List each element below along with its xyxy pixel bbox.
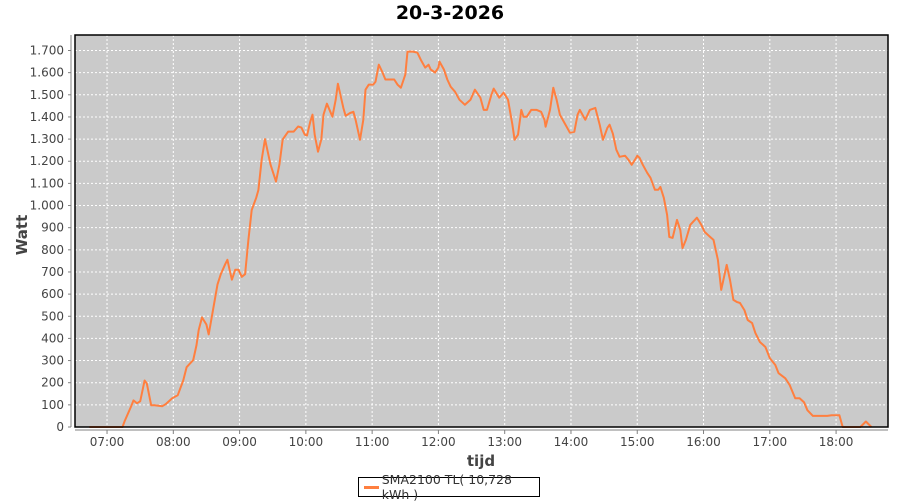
x-tick-label: 13:00 [487, 435, 522, 449]
x-tick-label: 14:00 [554, 435, 589, 449]
chart-title: 20-3-2026 [395, 2, 505, 24]
y-tick-label: 200 [41, 376, 64, 390]
x-tick-label: 17:00 [753, 435, 788, 449]
x-axis: 07:00 08:00 09:00 10:00 11:00 12:00 13:00 14:00… [75, 429, 888, 449]
legend-swatch [364, 485, 379, 489]
legend: SMA2100 TL( 10,728 kWh ) [358, 472, 540, 502]
y-tick-label: 700 [41, 265, 64, 279]
y-axis-label: Watt [13, 215, 31, 255]
y-tick-label: 900 [41, 221, 64, 235]
x-tick-label: 12:00 [421, 435, 456, 449]
x-axis-label: tijd [467, 452, 495, 470]
y-tick-label: 1.400 [30, 110, 64, 124]
y-tick-label: 1.000 [30, 199, 64, 213]
y-tick-label: 1.500 [30, 88, 64, 102]
y-tick-label: 1.600 [30, 66, 64, 80]
x-tick-label: 15:00 [620, 435, 655, 449]
x-tick-label: 07:00 [90, 435, 125, 449]
x-tick-label: 08:00 [156, 435, 191, 449]
y-tick-label: 1.200 [30, 154, 64, 168]
y-tick-label: 400 [41, 331, 64, 345]
plot-area [75, 35, 888, 427]
y-tick-label: 100 [41, 398, 64, 412]
x-tick-label: 16:00 [686, 435, 721, 449]
y-tick-label: 1.100 [30, 176, 64, 190]
series-line [89, 50, 873, 428]
x-tick-label: 18:00 [819, 435, 854, 449]
y-tick-label: 300 [41, 354, 64, 368]
y-tick-label: 1.700 [30, 44, 64, 58]
plot-border [74, 34, 889, 428]
x-tick-label: 11:00 [355, 435, 390, 449]
x-tick-label: 10:00 [289, 435, 324, 449]
y-axis: 0 100 200 300 400 500 600 700 800 900 1.000 1.100 1.… [30, 35, 72, 434]
series-layer [89, 50, 873, 428]
y-tick-label: 1.300 [30, 132, 64, 146]
y-tick-label: 800 [41, 243, 64, 257]
y-tick-label: 500 [41, 309, 64, 323]
legend-label: SMA2100 TL( 10,728 kWh ) [381, 472, 512, 502]
x-tick-label: 09:00 [222, 435, 257, 449]
y-tick-label: 600 [41, 287, 64, 301]
gridlines [75, 35, 888, 428]
y-tick-label: 0 [56, 420, 64, 434]
